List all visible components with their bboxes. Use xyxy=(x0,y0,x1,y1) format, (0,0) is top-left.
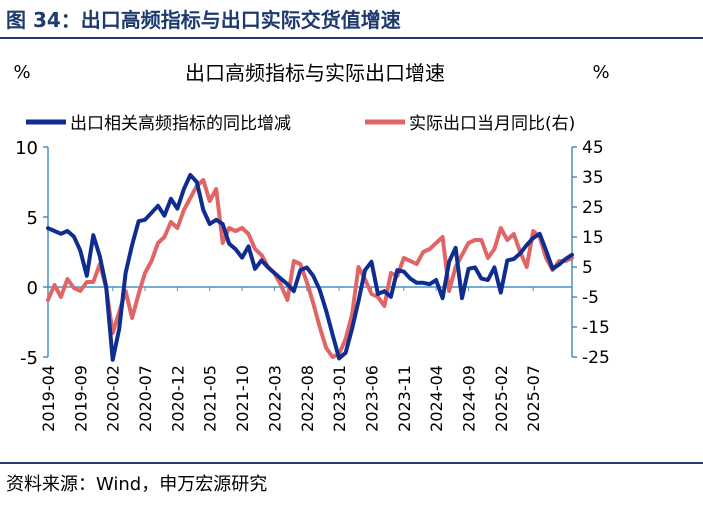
x-tick-label: 2019-04 xyxy=(39,365,58,432)
x-tick-label: 2020-12 xyxy=(168,365,187,432)
right-tick-label: 5 xyxy=(582,258,593,278)
x-tick-label: 2023-06 xyxy=(362,365,381,432)
footer-rule xyxy=(0,462,703,464)
x-tick-label: 2023-01 xyxy=(330,365,349,432)
x-tick-label: 2024-09 xyxy=(459,365,478,432)
x-tick-label: 2023-11 xyxy=(395,365,414,432)
axes: 10 5 0 -5 45 35 25 15 5 -5 -15 -25 2019-04 2019-09 202… xyxy=(15,138,610,432)
series-line-high-frequency xyxy=(46,173,574,362)
series-line-actual-export xyxy=(46,178,574,359)
left-unit-label: % xyxy=(13,62,30,83)
left-tick-label: 10 xyxy=(15,138,38,159)
x-tick-label: 2021-05 xyxy=(201,365,220,432)
right-unit-label: % xyxy=(592,62,609,83)
x-tick-label: 2019-09 xyxy=(71,365,90,432)
legend-label-left-series: 出口相关高频指标的同比增减 xyxy=(70,114,291,134)
right-tick-label: -5 xyxy=(582,288,599,308)
legend-label-right-series: 实际出口当月同比(右) xyxy=(409,114,575,134)
left-tick-label: -5 xyxy=(20,348,38,369)
x-tick-label: 2021-10 xyxy=(233,365,252,432)
right-tick-label: -15 xyxy=(582,318,610,338)
right-tick-label: 25 xyxy=(582,198,604,218)
left-tick-label: 0 xyxy=(27,278,38,299)
legend: 出口相关高频指标的同比增减 实际出口当月同比(右) xyxy=(26,114,575,134)
x-tick-label: 2024-04 xyxy=(427,365,446,432)
line-chart: 出口高频指标与实际出口增速 % % 出口相关高频指标的同比增减 实际出口当月同比… xyxy=(13,61,610,432)
series-lines xyxy=(46,173,574,362)
right-tick-label: 15 xyxy=(582,228,604,248)
source-note: 资料来源：Wind，申万宏源研究 xyxy=(6,474,268,495)
x-tick-label: 2022-03 xyxy=(265,365,284,432)
right-tick-label: 45 xyxy=(582,138,604,158)
title-rule xyxy=(0,37,703,39)
x-tick-label: 2020-02 xyxy=(104,365,123,432)
figure-title: 图 34：出口高频指标与出口实际交货值增速 xyxy=(6,8,401,32)
x-tick-label: 2020-07 xyxy=(136,365,155,432)
x-tick-label: 2025-07 xyxy=(524,365,543,432)
left-tick-label: 5 xyxy=(27,208,38,229)
chart-title: 出口高频指标与实际出口增速 xyxy=(185,61,445,85)
right-tick-label: 35 xyxy=(582,168,604,188)
x-tick-label: 2022-08 xyxy=(298,365,317,432)
right-tick-label: -25 xyxy=(582,348,610,368)
x-tick-label: 2025-02 xyxy=(492,365,511,432)
